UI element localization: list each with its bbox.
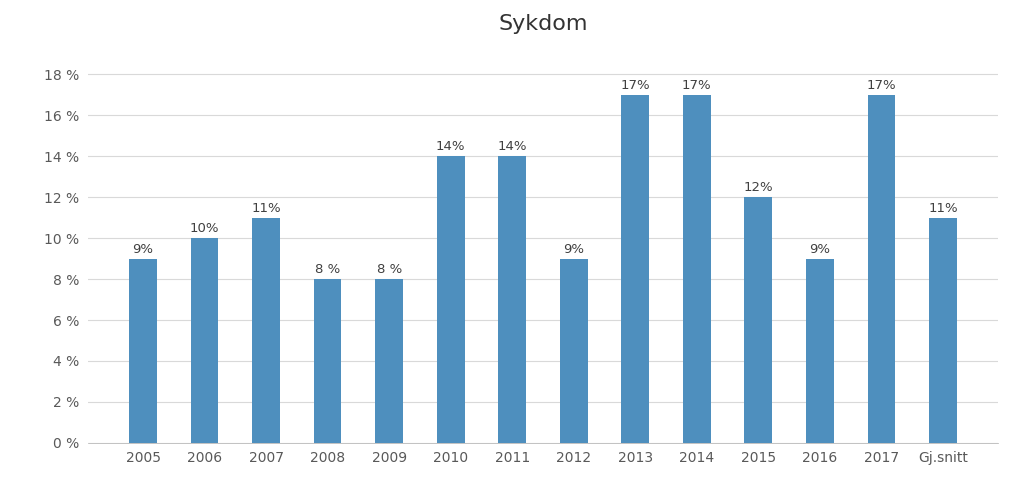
- Bar: [497, 156, 526, 443]
- Text: 8 %: 8 %: [314, 263, 340, 276]
- Text: 14%: 14%: [497, 140, 527, 153]
- Text: 17%: 17%: [620, 79, 649, 92]
- Text: 17%: 17%: [865, 79, 896, 92]
- Title: Sykdom: Sykdom: [497, 14, 587, 34]
- Text: 9%: 9%: [563, 242, 583, 256]
- Text: 11%: 11%: [927, 202, 956, 215]
- Bar: [559, 259, 587, 443]
- Bar: [375, 279, 402, 443]
- Bar: [805, 259, 833, 443]
- Bar: [129, 259, 157, 443]
- Text: 12%: 12%: [743, 181, 772, 194]
- Bar: [313, 279, 341, 443]
- Text: 9%: 9%: [809, 242, 829, 256]
- Text: 14%: 14%: [436, 140, 465, 153]
- Bar: [928, 217, 955, 443]
- Text: 11%: 11%: [251, 202, 281, 215]
- Text: 17%: 17%: [681, 79, 711, 92]
- Bar: [252, 217, 280, 443]
- Bar: [682, 95, 710, 443]
- Text: 10%: 10%: [190, 222, 219, 235]
- Text: 9%: 9%: [132, 242, 154, 256]
- Bar: [866, 95, 895, 443]
- Bar: [437, 156, 464, 443]
- Text: 8 %: 8 %: [376, 263, 401, 276]
- Bar: [621, 95, 648, 443]
- Bar: [744, 197, 771, 443]
- Bar: [190, 238, 218, 443]
